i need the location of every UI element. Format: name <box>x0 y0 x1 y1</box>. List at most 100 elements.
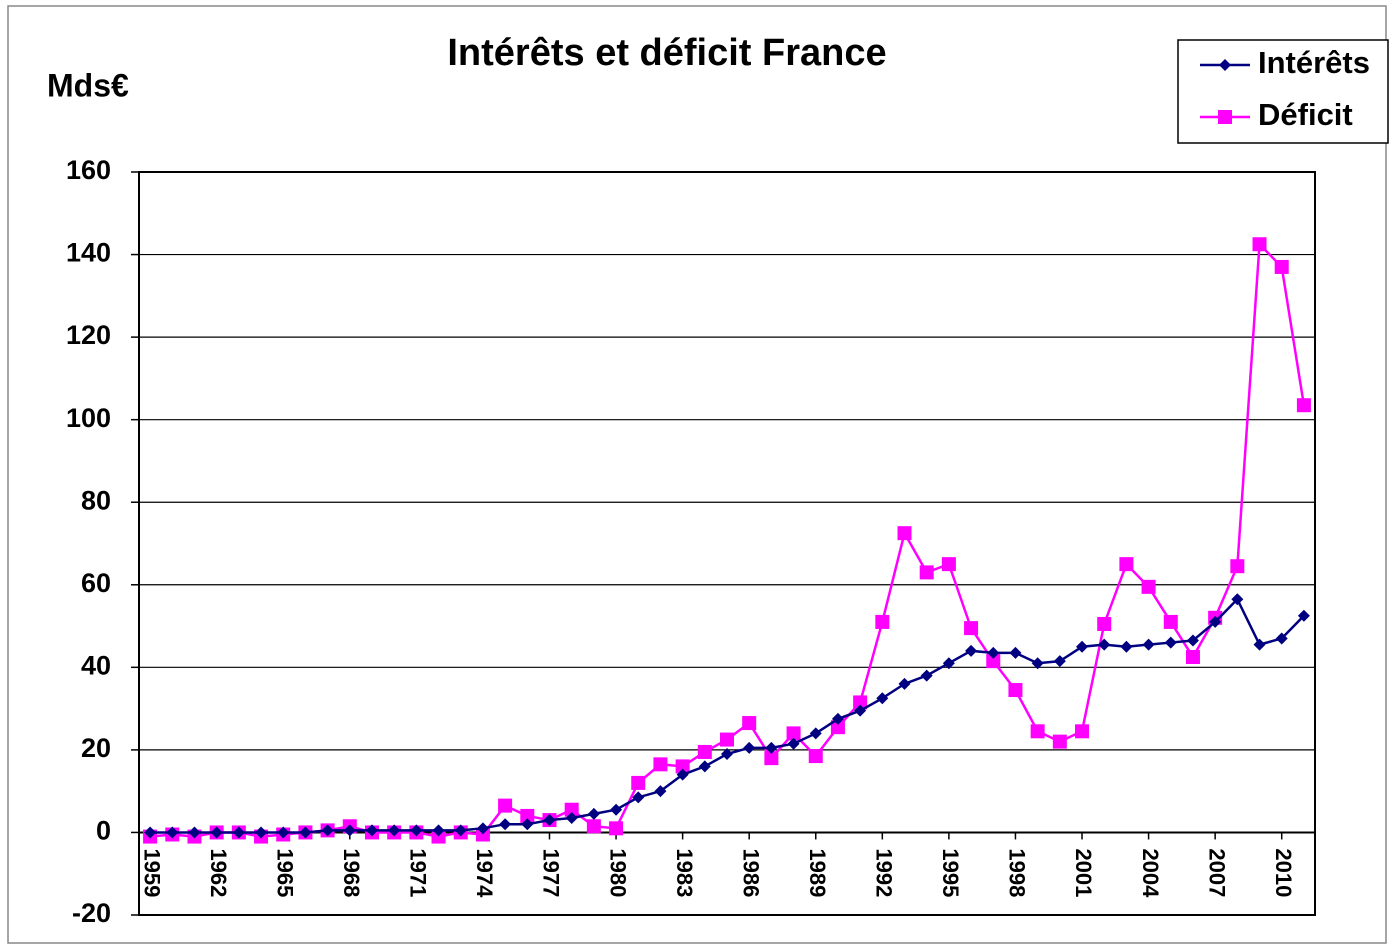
plot-border <box>138 171 1316 916</box>
diamond-marker <box>854 704 867 717</box>
square-marker <box>520 808 535 823</box>
square-marker <box>830 720 845 735</box>
diamond-marker <box>587 807 600 820</box>
diamond-marker <box>1076 640 1089 653</box>
diamond-marker <box>521 818 534 831</box>
diamond-marker <box>1253 638 1266 651</box>
diamond-marker <box>543 814 556 827</box>
x-tick-label: 1998 <box>1005 848 1030 897</box>
square-marker <box>1252 237 1267 252</box>
diamond-marker <box>676 768 689 781</box>
diamond-marker <box>743 741 756 754</box>
diamond-marker <box>410 824 423 837</box>
diamond-marker <box>1231 593 1244 606</box>
diamond-marker <box>1031 657 1044 670</box>
square-marker <box>1097 616 1112 631</box>
square-marker <box>919 565 934 580</box>
square-marker <box>586 819 601 834</box>
square-marker <box>786 726 801 741</box>
diamond-marker <box>144 826 157 839</box>
diamond-marker <box>388 824 401 837</box>
diamond-marker <box>321 824 334 837</box>
square-marker <box>1185 650 1200 665</box>
square-marker <box>941 557 956 572</box>
square-marker <box>897 526 912 541</box>
x-tick-label: 1968 <box>339 848 364 897</box>
square-marker <box>875 614 890 629</box>
diamond-marker <box>698 760 711 773</box>
square-marker <box>697 744 712 759</box>
square-marker <box>808 749 823 764</box>
y-tick-label: 80 <box>81 485 111 515</box>
diamond-marker <box>432 824 445 837</box>
square-marker <box>564 802 579 817</box>
diamond-marker <box>1275 632 1288 645</box>
square-marker <box>675 759 690 774</box>
x-tick-label: 2004 <box>1138 848 1163 898</box>
square-marker <box>1296 398 1311 413</box>
diamond-marker <box>1098 638 1111 651</box>
y-tick-label: 20 <box>81 733 111 763</box>
diamond-marker <box>1120 640 1133 653</box>
x-tick-label: 1983 <box>672 848 697 897</box>
x-tick-label: 1962 <box>206 848 231 897</box>
diamond-marker <box>499 818 512 831</box>
diamond-marker <box>942 657 955 670</box>
square-marker <box>609 821 624 836</box>
square-marker <box>1230 559 1245 574</box>
diamond-marker <box>765 741 778 754</box>
square-marker <box>653 757 668 772</box>
x-tick-label: 1965 <box>272 848 297 897</box>
x-tick-label: 1980 <box>605 848 630 897</box>
square-marker <box>431 829 446 844</box>
diamond-marker <box>277 826 290 839</box>
diamond-marker <box>721 748 733 761</box>
diamond-marker <box>1209 615 1222 628</box>
square-marker <box>498 798 513 813</box>
diamond-marker <box>1053 655 1066 668</box>
diamond-marker <box>898 677 911 690</box>
y-tick-label: 120 <box>66 320 111 350</box>
square-marker <box>764 751 779 766</box>
diamond-marker <box>987 646 1000 659</box>
y-tick-label: 60 <box>81 568 111 598</box>
y-tick-label: 40 <box>81 650 111 680</box>
square-marker <box>1274 259 1289 274</box>
diamond-marker <box>920 669 933 682</box>
diamond-marker <box>1142 638 1155 651</box>
legend-label: Intérêts <box>1258 45 1370 80</box>
square-marker <box>1030 724 1045 739</box>
x-tick-label: 1971 <box>406 848 431 897</box>
diamond-marker <box>1164 636 1177 649</box>
diamond-marker <box>1009 646 1022 659</box>
square-marker <box>986 654 1001 669</box>
square-marker <box>964 621 979 636</box>
square-marker <box>1008 683 1023 698</box>
x-tick-label: 1986 <box>738 848 763 897</box>
diamond-marker <box>965 644 978 657</box>
diamond-marker <box>166 826 179 839</box>
square-marker <box>1163 614 1178 629</box>
y-tick-label: 160 <box>66 155 111 185</box>
diamond-marker <box>365 824 378 837</box>
diamond-marker <box>632 791 645 804</box>
y-tick-label: 140 <box>66 238 111 268</box>
square-marker <box>853 695 868 710</box>
y-axis-label: Mds€ <box>47 67 129 103</box>
diamond-marker <box>299 826 312 839</box>
diamond-marker <box>1297 609 1310 622</box>
x-tick-label: 1989 <box>805 848 830 897</box>
chart-title: Intérêts et déficit France <box>447 32 886 74</box>
x-tick-label: 1959 <box>139 848 164 897</box>
diamond-marker <box>476 822 489 835</box>
diamond-marker <box>343 824 356 837</box>
square-marker <box>742 716 757 731</box>
diamond-marker <box>1186 634 1199 647</box>
diamond-marker <box>831 712 844 725</box>
legend-label: Déficit <box>1258 97 1353 132</box>
diamond-marker <box>188 826 201 839</box>
legend-swatch-marker <box>1219 59 1231 71</box>
square-marker <box>1141 579 1156 594</box>
legend-swatch-marker <box>1218 110 1232 124</box>
